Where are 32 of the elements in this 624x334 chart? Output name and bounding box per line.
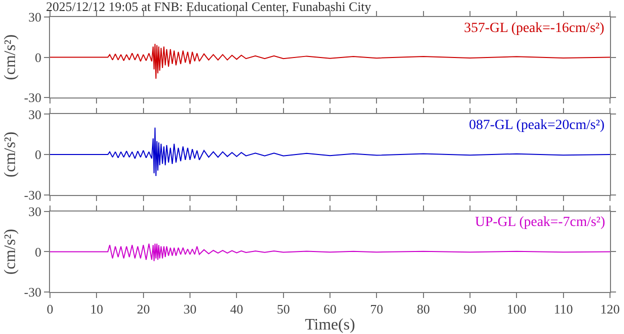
annotation: 087-GL (peak=20cm/s²) [469, 118, 605, 133]
chart-title: 2025/12/12 19:05 at FNB: Educational Center, Funabashi City [46, 0, 372, 14]
line-series [50, 243, 610, 262]
annotation: 357-GL (peak=-16cm/s²) [464, 21, 605, 36]
y-tick-label: -30 [24, 187, 42, 202]
x-tick-label: 80 [416, 302, 430, 317]
x-tick-label: 40 [230, 302, 244, 317]
x-axis-title: Time(s) [304, 316, 356, 334]
x-tick-label: 10 [90, 302, 104, 317]
x-tick-label: 30 [184, 302, 196, 317]
x-tick-label: 0 [46, 302, 54, 317]
y-tick-label: 0 [34, 244, 42, 260]
y-tick-label: -30 [24, 90, 42, 106]
y-tick-label: 0 [34, 147, 42, 162]
y-axis-title: (cm/s²) [2, 34, 19, 80]
x-tick-label: 20 [136, 302, 150, 317]
x-tick-label: 60 [324, 302, 336, 317]
y-tick-label: 30 [28, 204, 42, 220]
y-tick-label: 30 [28, 10, 42, 25]
y-axis-title: (cm/s²) [2, 132, 19, 178]
line-series [50, 43, 610, 80]
x-tick-label: 110 [554, 302, 573, 317]
annotation: UP-GL (peak=-7cm/s²) [475, 215, 606, 230]
y-axis-title: (cm/s²) [2, 228, 19, 275]
x-tick-label: 50 [276, 302, 290, 317]
y-tick-label: 0 [34, 50, 42, 65]
x-tick-label: 100 [506, 302, 526, 317]
x-tick-label: 120 [600, 302, 620, 317]
x-tick-label: 90 [464, 302, 476, 317]
y-tick-label: 30 [28, 106, 42, 122]
x-tick-label: 70 [370, 302, 384, 317]
y-tick-label: -30 [24, 284, 42, 300]
